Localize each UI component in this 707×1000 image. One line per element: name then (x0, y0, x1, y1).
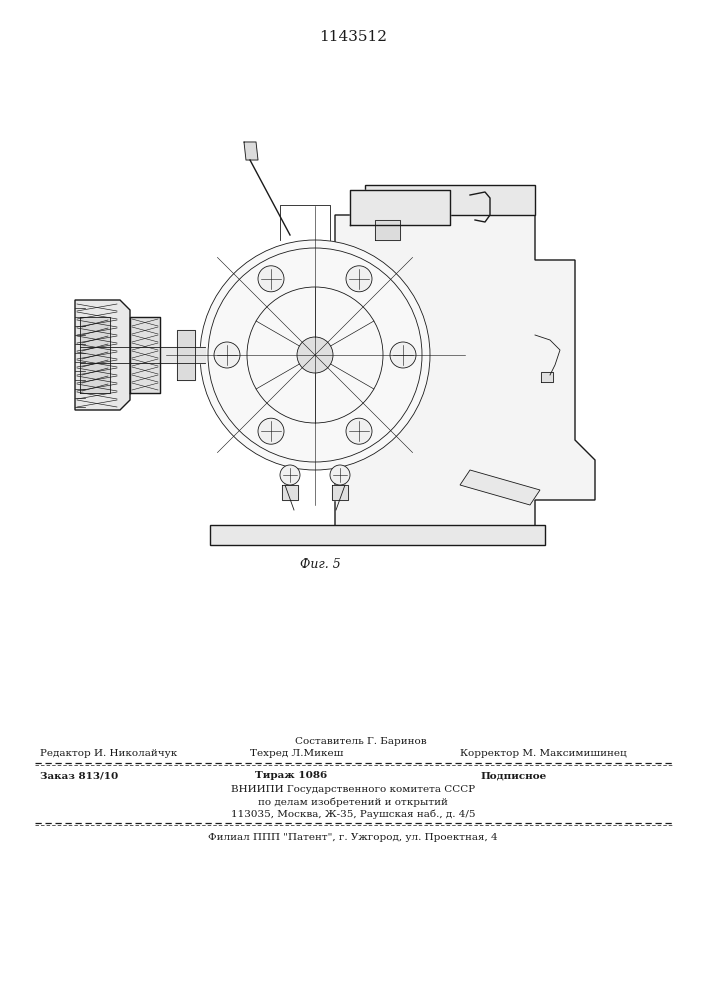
Circle shape (297, 337, 333, 373)
Text: Составитель Г. Баринов: Составитель Г. Баринов (295, 738, 426, 746)
Polygon shape (332, 485, 348, 500)
Circle shape (346, 418, 372, 444)
Polygon shape (75, 300, 130, 410)
Text: Редактор И. Николайчук: Редактор И. Николайчук (40, 750, 177, 758)
Circle shape (280, 465, 300, 485)
Polygon shape (210, 525, 545, 545)
Polygon shape (244, 142, 258, 160)
Polygon shape (375, 220, 400, 240)
Text: по делам изобретений и открытий: по делам изобретений и открытий (258, 797, 448, 807)
Text: 113035, Москва, Ж-35, Раушская наб., д. 4/5: 113035, Москва, Ж-35, Раушская наб., д. … (230, 809, 475, 819)
Text: ВНИИПИ Государственного комитета СССР: ВНИИПИ Государственного комитета СССР (231, 786, 475, 794)
Circle shape (346, 266, 372, 292)
Polygon shape (350, 190, 450, 225)
Circle shape (258, 266, 284, 292)
Polygon shape (335, 215, 595, 530)
Text: Фиг. 5: Фиг. 5 (300, 558, 340, 572)
Circle shape (200, 240, 430, 470)
Polygon shape (365, 185, 535, 215)
Polygon shape (282, 485, 298, 500)
Circle shape (214, 342, 240, 368)
Text: Корректор М. Максимишинец: Корректор М. Максимишинец (460, 750, 626, 758)
Text: Подписное: Подписное (480, 772, 547, 780)
Polygon shape (80, 347, 205, 363)
Polygon shape (177, 330, 195, 380)
Circle shape (390, 342, 416, 368)
Polygon shape (460, 470, 540, 505)
Text: Филиал ППП "Патент", г. Ужгород, ул. Проектная, 4: Филиал ППП "Патент", г. Ужгород, ул. Про… (208, 832, 498, 842)
Polygon shape (541, 372, 553, 382)
Text: Техред Л.Микеш: Техред Л.Микеш (250, 750, 344, 758)
Text: Тираж 1086: Тираж 1086 (255, 772, 327, 780)
Circle shape (258, 418, 284, 444)
Circle shape (330, 465, 350, 485)
Text: Заказ 813/10: Заказ 813/10 (40, 772, 118, 780)
Polygon shape (130, 317, 160, 393)
Polygon shape (80, 317, 110, 393)
Text: 1143512: 1143512 (319, 30, 387, 44)
